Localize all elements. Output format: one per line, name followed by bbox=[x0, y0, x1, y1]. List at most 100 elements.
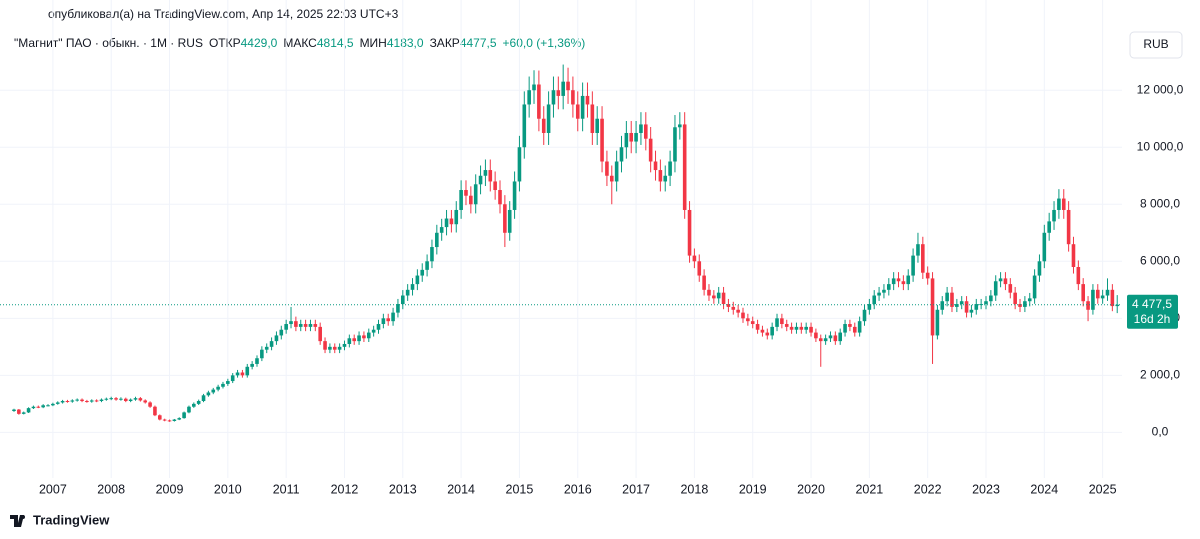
candle-body bbox=[653, 161, 658, 171]
open-label: ОТКР bbox=[209, 36, 241, 50]
candle-body bbox=[537, 84, 541, 119]
candle-body bbox=[211, 389, 216, 393]
y-tick-label: 6 000,0 bbox=[1140, 253, 1180, 267]
candle-body bbox=[843, 324, 847, 333]
candle-body bbox=[887, 284, 891, 290]
symbol: "Магнит" ПАО · обыкн. · 1M · RUS bbox=[14, 36, 203, 50]
candle-body bbox=[192, 403, 196, 407]
candle-body bbox=[609, 175, 614, 182]
candle-body bbox=[449, 218, 454, 225]
candle-body bbox=[269, 341, 274, 347]
candle-body bbox=[1027, 298, 1032, 302]
candle-body bbox=[571, 90, 575, 105]
candle-body bbox=[221, 383, 225, 387]
candle-body bbox=[989, 295, 993, 302]
candle-body bbox=[420, 269, 425, 276]
candle-body bbox=[566, 81, 570, 91]
candle-body bbox=[357, 335, 361, 342]
candle-body bbox=[31, 406, 36, 409]
candle-body bbox=[70, 400, 75, 402]
candle-body bbox=[430, 247, 434, 262]
candle-body bbox=[678, 124, 682, 128]
candle-body bbox=[182, 412, 186, 419]
candle-body bbox=[658, 170, 663, 182]
candle-body bbox=[55, 402, 60, 404]
candle-body bbox=[279, 329, 284, 336]
candle-body bbox=[940, 301, 945, 310]
candle-body bbox=[921, 244, 925, 273]
candle-body bbox=[337, 346, 342, 350]
candle-body bbox=[65, 401, 70, 403]
candle-body bbox=[289, 321, 293, 325]
candle-body bbox=[1032, 275, 1037, 299]
candle-body bbox=[1023, 301, 1027, 307]
x-tick-label: 2018 bbox=[680, 482, 708, 496]
candle-body bbox=[712, 295, 716, 299]
candle-body bbox=[663, 175, 668, 182]
candle-body bbox=[799, 326, 804, 330]
y-tick-label: 0,0 bbox=[1152, 425, 1169, 439]
candle-body bbox=[697, 261, 702, 276]
candle-body bbox=[454, 209, 459, 225]
candle-body bbox=[731, 306, 736, 310]
candle-body bbox=[1018, 304, 1022, 307]
y-tick-label: 10 000,0 bbox=[1137, 139, 1184, 153]
candle-body bbox=[435, 232, 439, 248]
candle-body bbox=[969, 309, 974, 313]
candle-body bbox=[605, 161, 609, 176]
candle-body bbox=[1091, 289, 1095, 310]
candle-body bbox=[984, 301, 988, 305]
x-tick-label: 2013 bbox=[389, 482, 417, 496]
grid bbox=[0, 0, 1122, 478]
candle-body bbox=[682, 124, 687, 210]
candle-body bbox=[911, 255, 915, 276]
candle-body bbox=[274, 335, 279, 342]
candle-body bbox=[206, 392, 211, 396]
y-tick-label: 2 000,0 bbox=[1140, 368, 1180, 382]
candle-body bbox=[575, 104, 580, 119]
candle-body bbox=[716, 292, 721, 299]
candle-body bbox=[916, 244, 920, 256]
candle-body bbox=[721, 292, 726, 305]
candle-body bbox=[473, 184, 478, 205]
candle-body bbox=[36, 406, 41, 408]
candle-body bbox=[230, 375, 235, 382]
candle-body bbox=[478, 175, 483, 185]
candle-body bbox=[488, 170, 493, 182]
candle-body bbox=[906, 275, 911, 285]
candle-body bbox=[114, 398, 118, 400]
change: +60,0 (+1,36%) bbox=[503, 36, 586, 50]
candle-body bbox=[503, 204, 507, 233]
candle-body bbox=[950, 292, 954, 307]
candle-body bbox=[410, 284, 415, 290]
candle-body bbox=[133, 398, 138, 400]
candle-body bbox=[590, 104, 595, 133]
candle-body bbox=[614, 161, 619, 182]
candle-body bbox=[318, 326, 322, 342]
candle-body bbox=[974, 304, 979, 310]
currency-button[interactable] bbox=[1129, 31, 1183, 59]
candle-body bbox=[741, 312, 745, 319]
currency[interactable]: RUB bbox=[1143, 37, 1168, 51]
candle-body bbox=[891, 278, 896, 285]
candle-body bbox=[959, 301, 964, 305]
candle-body bbox=[60, 401, 65, 403]
candle-body bbox=[405, 289, 410, 296]
candle-body bbox=[498, 190, 502, 205]
candle-body bbox=[284, 324, 288, 330]
candle-body bbox=[872, 295, 877, 305]
candle-body bbox=[294, 321, 298, 327]
candle-body bbox=[85, 401, 89, 403]
candle-body bbox=[794, 326, 799, 330]
candle-body bbox=[143, 400, 148, 403]
candle-body bbox=[828, 335, 833, 339]
open-value: 4429,0 bbox=[241, 36, 278, 50]
candle-body bbox=[804, 326, 808, 330]
candle-body bbox=[1008, 284, 1013, 293]
x-tick-label: 2007 bbox=[39, 482, 67, 496]
candle-body bbox=[260, 349, 264, 359]
candle-body bbox=[444, 218, 449, 228]
candle-body bbox=[250, 363, 254, 367]
candle-body bbox=[1071, 244, 1076, 267]
candle-body bbox=[303, 324, 308, 327]
